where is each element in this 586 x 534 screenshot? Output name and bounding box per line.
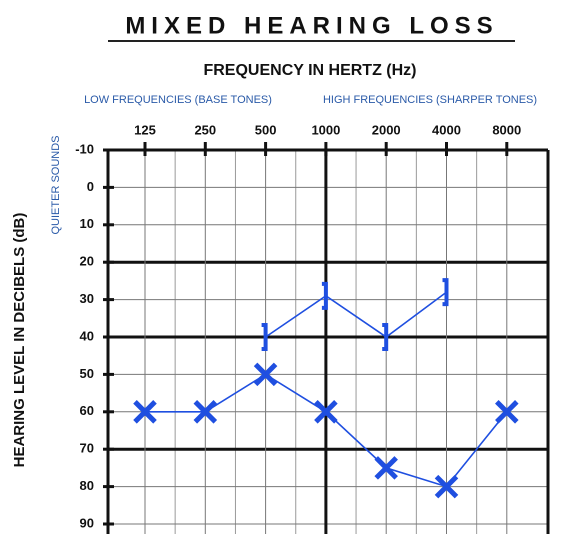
- x-tick-label: 250: [194, 122, 216, 137]
- x-tick-label: 125: [134, 122, 156, 137]
- x-tick-label: 8000: [492, 122, 521, 137]
- bracket-marker: [442, 278, 449, 307]
- y-tick-label: 30: [80, 291, 94, 306]
- x-stroke: [133, 400, 157, 424]
- x-tick-label: 500: [255, 122, 277, 137]
- x-marker: [133, 400, 157, 424]
- y-axis-title: HEARING LEVEL IN DECIBELS (dB): [11, 213, 28, 468]
- bracket-marker: [382, 323, 389, 351]
- x-tick-label: 4000: [432, 122, 461, 137]
- y-tick-label: 10: [80, 216, 94, 231]
- y-tick-label: -10: [75, 141, 94, 156]
- y-tick-label: 80: [80, 478, 94, 493]
- x-note: HIGH FREQUENCIES (SHARPER TONES): [323, 94, 537, 106]
- y-tick-label: 20: [80, 254, 94, 269]
- x-marker: [193, 400, 218, 424]
- y-tick-label: 90: [80, 515, 94, 530]
- x-stroke: [434, 474, 459, 499]
- x-stroke: [253, 362, 278, 387]
- x-marker: [314, 400, 338, 424]
- bracket-marker: [321, 281, 328, 310]
- x-marker: [495, 400, 519, 424]
- x-stroke: [495, 400, 519, 424]
- y-tick-label: 50: [80, 366, 94, 381]
- x-tick-label: 1000: [311, 122, 340, 137]
- x-marker: [434, 474, 459, 499]
- y-note: QUIETER SOUNDS: [50, 135, 62, 234]
- x-note: LOW FREQUENCIES (BASE TONES): [84, 94, 272, 106]
- bracket-marker: [261, 323, 268, 351]
- chart-title: MIXED HEARING LOSS: [125, 12, 498, 39]
- x-axis-title: FREQUENCY IN HERTZ (Hz): [203, 62, 416, 79]
- x-tick-label: 2000: [372, 122, 401, 137]
- x-stroke: [314, 400, 338, 424]
- y-tick-label: 0: [87, 179, 94, 194]
- y-tick-label: 40: [80, 328, 94, 343]
- y-tick-label: 70: [80, 441, 94, 456]
- x-stroke: [374, 456, 398, 480]
- y-tick-label: 60: [80, 403, 94, 418]
- x-marker: [253, 362, 278, 387]
- x-marker: [374, 456, 398, 480]
- series-line: [265, 291, 447, 338]
- x-stroke: [193, 400, 218, 424]
